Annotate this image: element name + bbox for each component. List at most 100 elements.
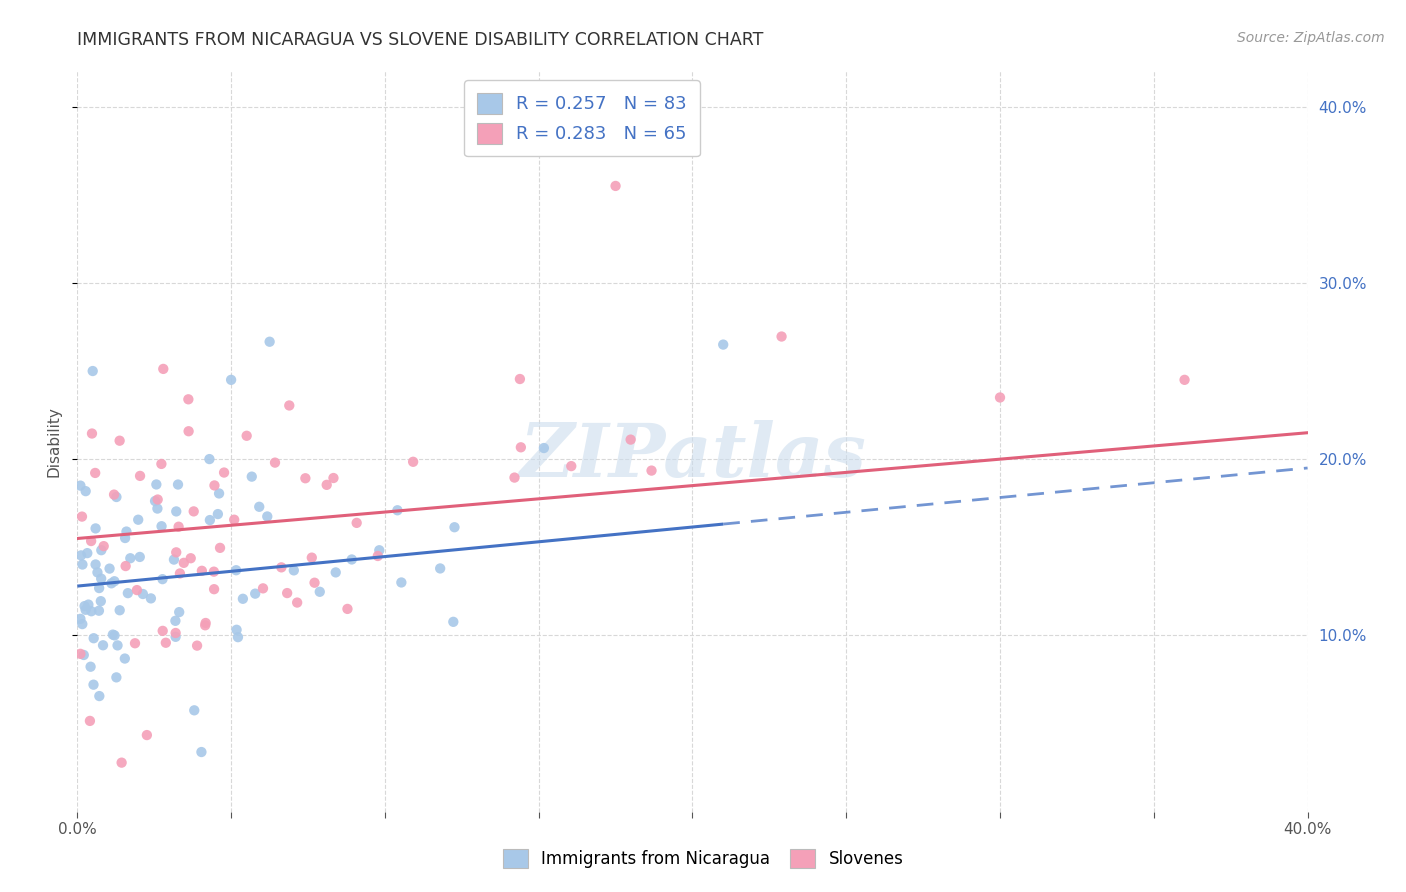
Point: [167, 605, 190, 619]
Point: [252, 582, 274, 596]
Point: [115, 524, 138, 539]
Point: [770, 329, 793, 343]
Point: [711, 337, 734, 351]
Point: [264, 456, 287, 470]
Point: [73, 599, 96, 613]
Point: [108, 603, 131, 617]
Point: [124, 636, 146, 650]
Point: [533, 441, 555, 455]
Point: [224, 513, 246, 527]
Point: [163, 552, 186, 566]
Point: [82, 364, 104, 378]
Point: [190, 745, 212, 759]
Point: [429, 561, 451, 575]
Point: [605, 178, 627, 193]
Point: [117, 586, 139, 600]
Point: [232, 591, 254, 606]
Point: [70, 549, 93, 563]
Point: [208, 541, 231, 555]
Point: [127, 513, 149, 527]
Point: [70, 509, 93, 524]
Point: [202, 565, 225, 579]
Point: [340, 552, 363, 566]
Point: [89, 581, 111, 595]
Point: [91, 638, 114, 652]
Point: [368, 543, 391, 558]
Point: [225, 623, 247, 637]
Point: [146, 492, 169, 507]
Point: [322, 471, 344, 485]
Point: [143, 494, 166, 508]
Point: [336, 602, 359, 616]
Point: [278, 399, 301, 413]
Point: [90, 543, 112, 558]
Point: [198, 513, 221, 527]
Point: [167, 477, 190, 491]
Point: [165, 626, 187, 640]
Point: [283, 563, 305, 577]
Text: IMMIGRANTS FROM NICARAGUA VS SLOVENE DISABILITY CORRELATION CHART: IMMIGRANTS FROM NICARAGUA VS SLOVENE DIS…: [77, 31, 763, 49]
Point: [69, 612, 91, 626]
Point: [90, 572, 112, 586]
Point: [108, 434, 131, 448]
Point: [165, 630, 187, 644]
Point: [84, 521, 107, 535]
Point: [120, 551, 142, 566]
Point: [240, 469, 263, 483]
Point: [191, 564, 214, 578]
Point: [177, 424, 200, 438]
Point: [208, 486, 231, 500]
Point: [114, 531, 136, 545]
Point: [69, 647, 91, 661]
Point: [93, 539, 115, 553]
Point: [183, 703, 205, 717]
Legend: R = 0.257   N = 83, R = 0.283   N = 65: R = 0.257 N = 83, R = 0.283 N = 65: [464, 80, 700, 156]
Point: [125, 583, 148, 598]
Point: [441, 615, 464, 629]
Point: [100, 576, 122, 591]
Point: [194, 615, 217, 630]
Point: [83, 632, 105, 646]
Point: [150, 457, 173, 471]
Point: [84, 558, 107, 572]
Point: [83, 678, 105, 692]
Point: [346, 516, 368, 530]
Point: [79, 659, 101, 673]
Point: [247, 500, 270, 514]
Point: [207, 507, 229, 521]
Point: [988, 391, 1011, 405]
Point: [72, 617, 94, 632]
Point: [167, 519, 190, 533]
Point: [294, 471, 316, 485]
Point: [560, 459, 582, 474]
Point: [152, 362, 174, 376]
Point: [84, 466, 107, 480]
Text: ZIPatlas: ZIPatlas: [519, 420, 866, 492]
Point: [245, 587, 267, 601]
Point: [256, 509, 278, 524]
Point: [75, 603, 97, 617]
Point: [389, 575, 412, 590]
Point: [87, 604, 110, 618]
Point: [150, 519, 173, 533]
Point: [204, 478, 226, 492]
Point: [101, 627, 124, 641]
Point: [620, 433, 643, 447]
Point: [73, 648, 96, 662]
Legend: Immigrants from Nicaragua, Slovenes: Immigrants from Nicaragua, Slovenes: [495, 840, 911, 877]
Point: [180, 551, 202, 566]
Text: Source: ZipAtlas.com: Source: ZipAtlas.com: [1237, 31, 1385, 45]
Point: [219, 373, 242, 387]
Point: [72, 558, 94, 572]
Point: [186, 639, 208, 653]
Point: [98, 561, 121, 575]
Point: [194, 618, 217, 632]
Point: [77, 598, 100, 612]
Point: [270, 560, 292, 574]
Point: [367, 549, 389, 563]
Point: [325, 566, 347, 580]
Point: [146, 501, 169, 516]
Point: [114, 559, 136, 574]
Point: [509, 372, 531, 386]
Point: [259, 334, 281, 349]
